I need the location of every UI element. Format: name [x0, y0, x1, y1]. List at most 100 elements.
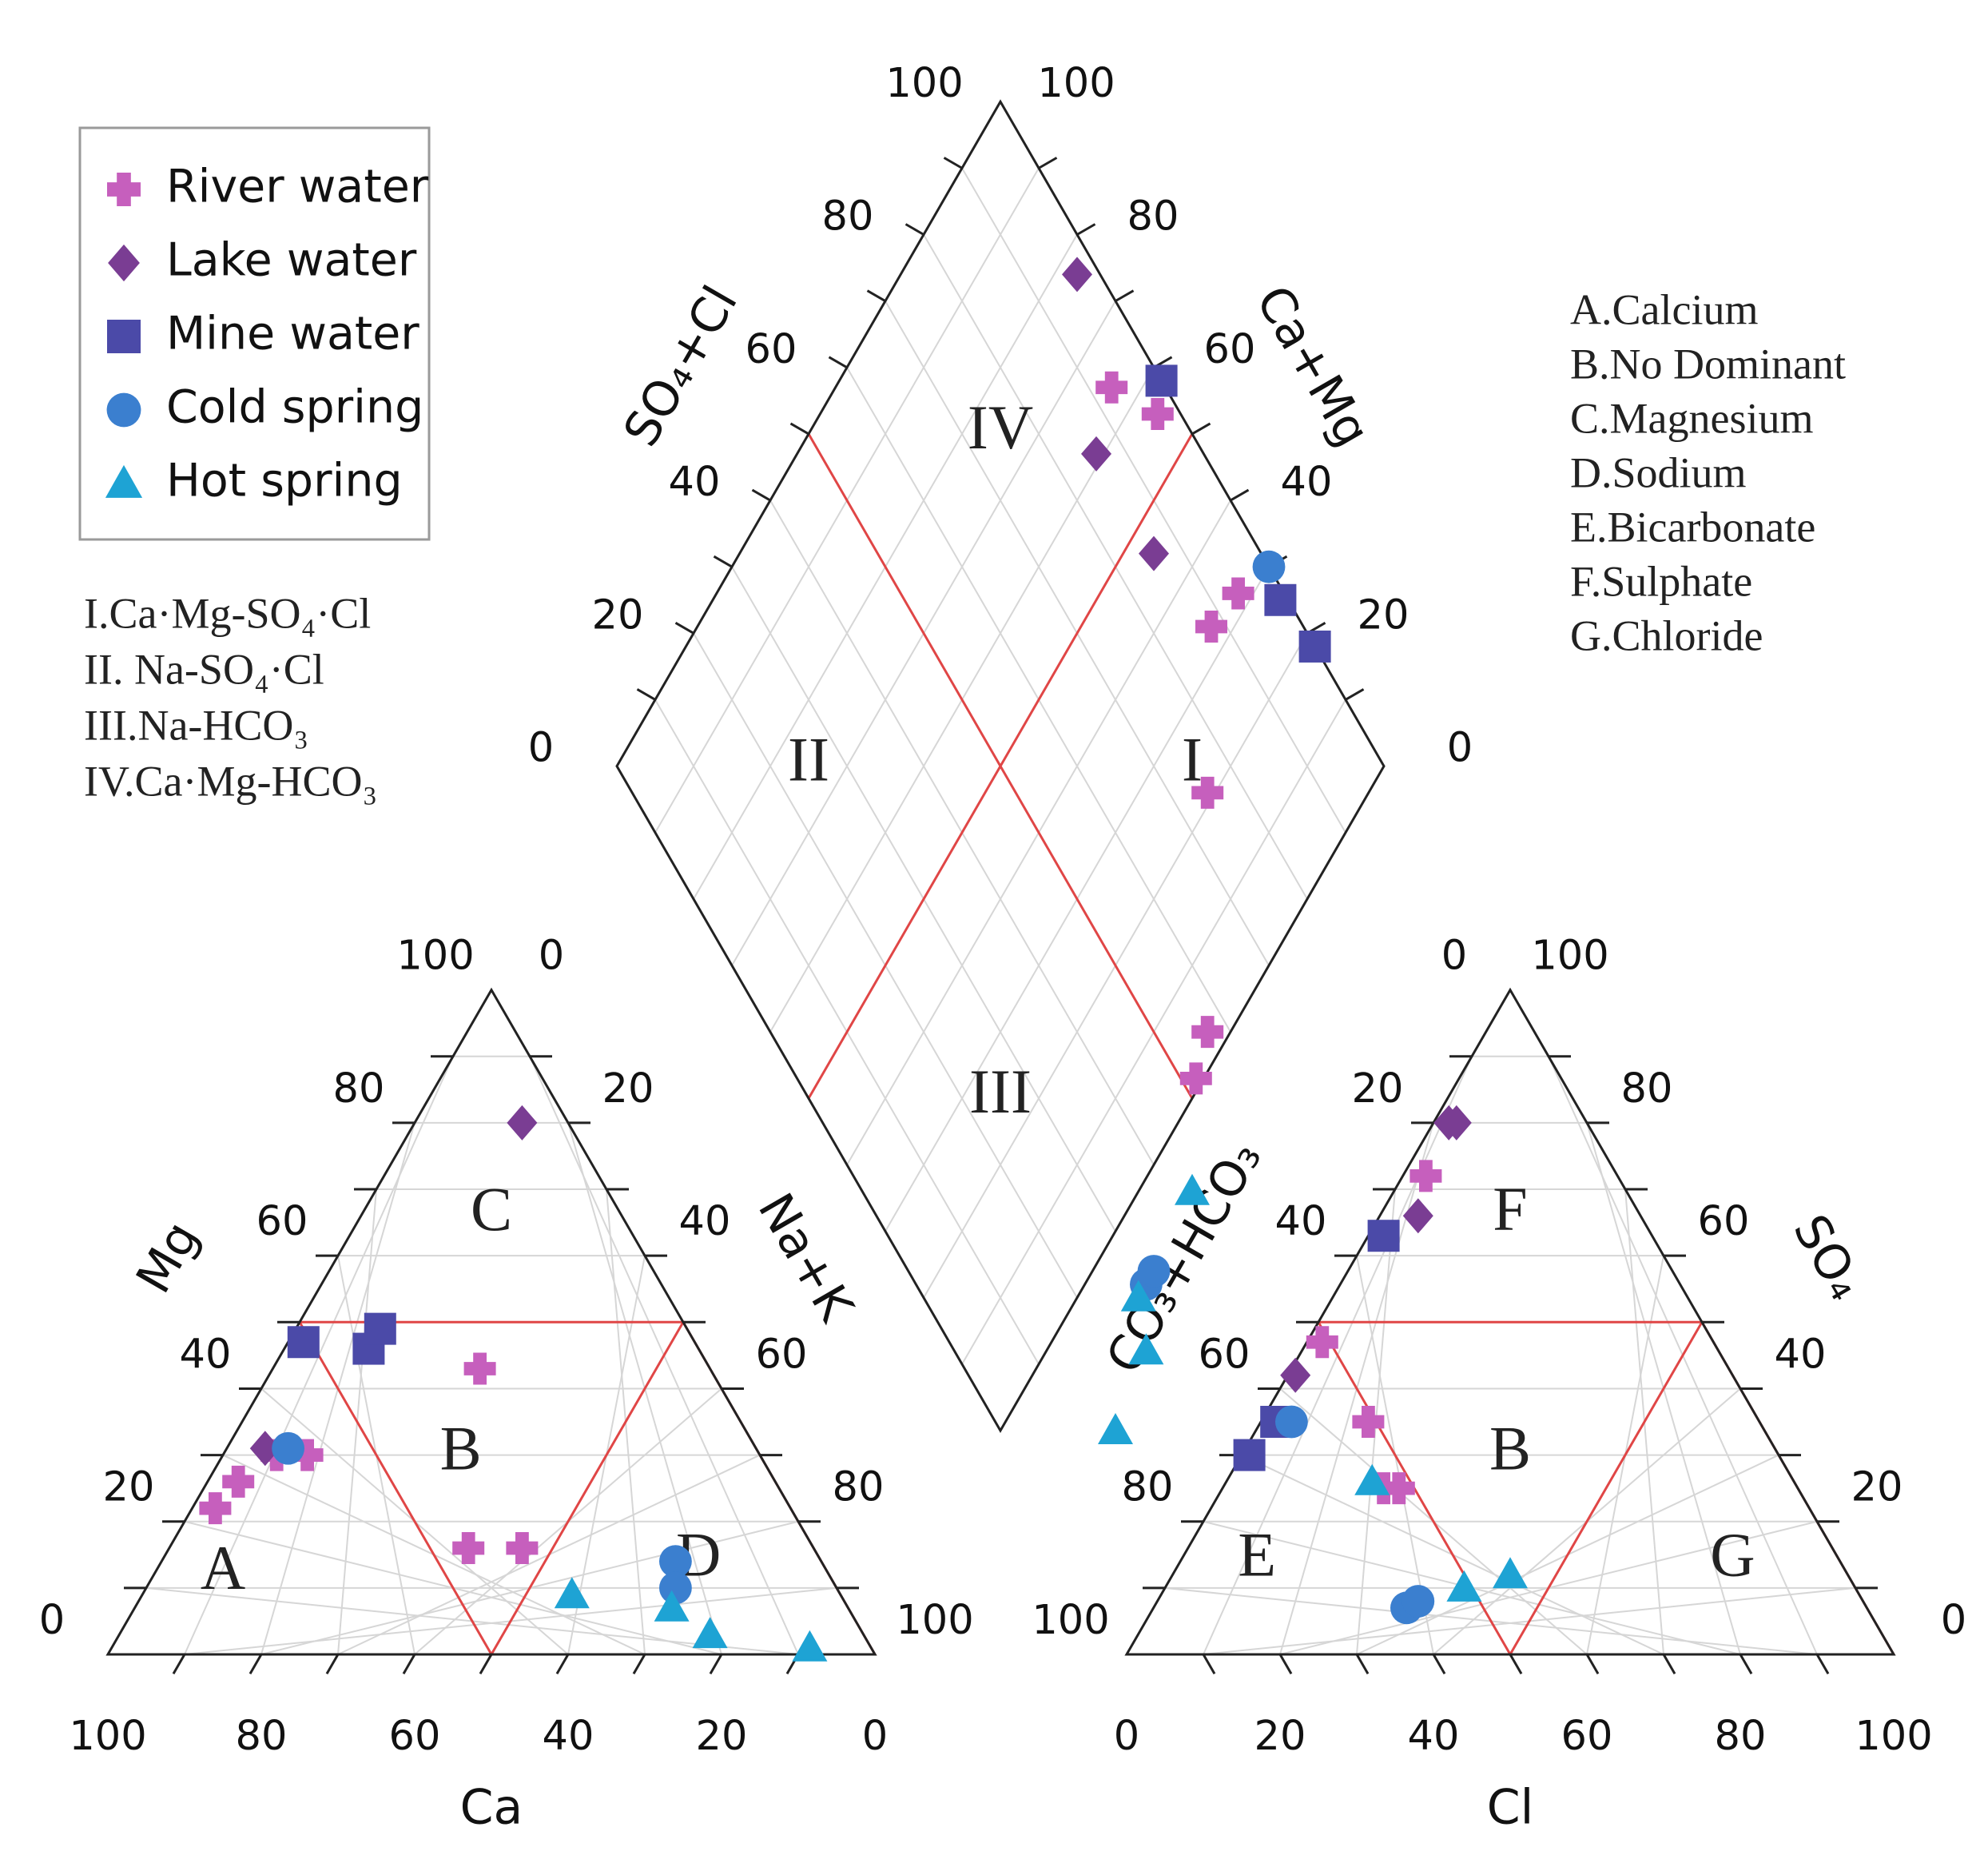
tick-mark	[713, 555, 733, 568]
tick-mark	[943, 157, 963, 169]
tick-mark	[555, 1654, 570, 1674]
right-tick-label: 60	[756, 1331, 808, 1378]
diamond-left-tick-label: 80	[822, 193, 874, 241]
anion-point-lake	[1441, 1105, 1472, 1140]
diamond-class-description: III.Na-HCO₃	[84, 701, 308, 749]
diamond-right-tick-label: 100	[1037, 60, 1115, 107]
cation-point-mine	[364, 1312, 396, 1345]
legend-label-lake: Lake water	[166, 234, 417, 287]
right-tick-label: 0	[1941, 1597, 1966, 1644]
tick-mark	[828, 356, 848, 369]
cation-right-axis-label: Na+K	[747, 1184, 865, 1332]
diamond-right-tick-label: 20	[1358, 591, 1409, 639]
anion-point-river	[1382, 1472, 1415, 1505]
diamond-point-lake	[1139, 535, 1169, 571]
legend-marker-mine	[107, 320, 141, 353]
tick-mark	[1191, 422, 1211, 436]
anion-zone-b: B	[1489, 1414, 1531, 1483]
cation-point-cold	[659, 1545, 692, 1578]
cation-point-river	[199, 1492, 232, 1525]
diamond-right-tick-label: 0	[1447, 725, 1473, 772]
tick-mark	[479, 1654, 493, 1674]
diamond-zone-iv: IV	[968, 392, 1033, 462]
tick-mark	[751, 488, 771, 502]
bottom-tick-label: 80	[1715, 1713, 1767, 1760]
right-tick-label: 0	[539, 933, 564, 980]
diamond-left-tick-label: 20	[592, 591, 644, 639]
tick-mark	[1355, 1654, 1370, 1674]
left-tick-label: 20	[103, 1464, 155, 1511]
anion-point-river	[1352, 1406, 1385, 1439]
data-points	[199, 257, 1528, 1662]
tick-mark	[248, 1654, 263, 1674]
tick-mark	[1815, 1654, 1830, 1674]
tick-mark	[1345, 688, 1365, 701]
tick-mark	[674, 622, 694, 635]
tick-mark	[1202, 1654, 1216, 1674]
tick-mark	[1278, 1654, 1293, 1674]
right-tick-label: 100	[896, 1597, 973, 1644]
cation-point-river	[452, 1531, 485, 1564]
diamond-point-river	[1191, 776, 1224, 809]
bottom-tick-label: 100	[69, 1713, 146, 1760]
left-tick-label: 60	[256, 1198, 308, 1245]
tick-mark	[1509, 1654, 1523, 1674]
diamond-point-river	[1195, 611, 1227, 643]
tick-mark	[402, 1654, 416, 1674]
diamond-point-mine	[1264, 583, 1297, 616]
left-tick-label: 80	[333, 1065, 385, 1113]
anion-zone-g: G	[1710, 1520, 1755, 1590]
left-tick-label: 20	[1352, 1065, 1404, 1113]
water-type-code: C.Magnesium	[1570, 394, 1814, 442]
diamond-class-description: II. Na-SO₄·Cl	[84, 645, 324, 693]
diamond-right-tick-label: 60	[1204, 326, 1256, 373]
cation-bottom-axis-label: Ca	[460, 1780, 523, 1836]
diamond-point-river	[1095, 371, 1128, 404]
diamond-point-hot	[1120, 1280, 1156, 1312]
diamond-point-cold	[1252, 550, 1286, 583]
diamond-right-tick-label: 80	[1127, 193, 1179, 241]
cation-point-lake	[249, 1431, 280, 1467]
diamond-zone-i: I	[1182, 725, 1203, 794]
legend-marker-cold	[106, 392, 141, 428]
cation-point-river	[506, 1531, 539, 1564]
bottom-tick-label: 20	[696, 1713, 748, 1760]
anion-point-mine	[1233, 1439, 1266, 1471]
diamond-left-axis-label: SO₄+Cl	[613, 277, 749, 456]
diamond-point-hot	[1098, 1413, 1133, 1444]
water-type-code: D.Sodium	[1570, 448, 1747, 496]
diamond-right-axis-label: Ca+Mg	[1245, 277, 1381, 456]
diamond-point-mine	[1145, 364, 1178, 397]
right-tick-label: 80	[833, 1464, 885, 1511]
right-tick-label: 20	[1851, 1464, 1903, 1511]
anion-point-hot	[1354, 1463, 1390, 1495]
bottom-tick-label: 40	[1408, 1713, 1460, 1760]
cation-zone-c: C	[471, 1174, 512, 1244]
right-tick-label: 20	[602, 1065, 654, 1113]
tick-mark	[1739, 1654, 1753, 1674]
legend-label-cold: Cold spring	[166, 381, 423, 434]
cation-point-hot	[654, 1590, 690, 1622]
tick-mark	[1585, 1654, 1600, 1674]
anion-right-axis-label: SO₄	[1782, 1205, 1874, 1309]
diamond-left-tick-label: 100	[885, 60, 963, 107]
anion-point-cold	[1275, 1405, 1308, 1439]
diamond-point-lake	[1062, 257, 1092, 293]
legend-label-hot: Hot spring	[166, 455, 403, 508]
tick-mark	[709, 1654, 723, 1674]
anion-zone-e: E	[1238, 1520, 1276, 1590]
right-tick-label: 40	[1775, 1331, 1827, 1378]
diamond-left-tick-label: 60	[746, 326, 797, 373]
tick-mark	[325, 1654, 340, 1674]
bottom-tick-label: 0	[1114, 1713, 1139, 1760]
right-tick-label: 80	[1621, 1065, 1673, 1113]
anion-zone-f: F	[1493, 1174, 1527, 1244]
anion-bottom-axis-label: Cl	[1487, 1780, 1534, 1836]
tick-mark	[1662, 1654, 1676, 1674]
diamond-zone-ii: II	[788, 725, 829, 794]
diamond-frame	[615, 99, 1386, 1434]
bottom-tick-label: 100	[1855, 1713, 1932, 1760]
tick-mark	[905, 223, 924, 236]
diamond-zone-iii: III	[969, 1057, 1032, 1126]
